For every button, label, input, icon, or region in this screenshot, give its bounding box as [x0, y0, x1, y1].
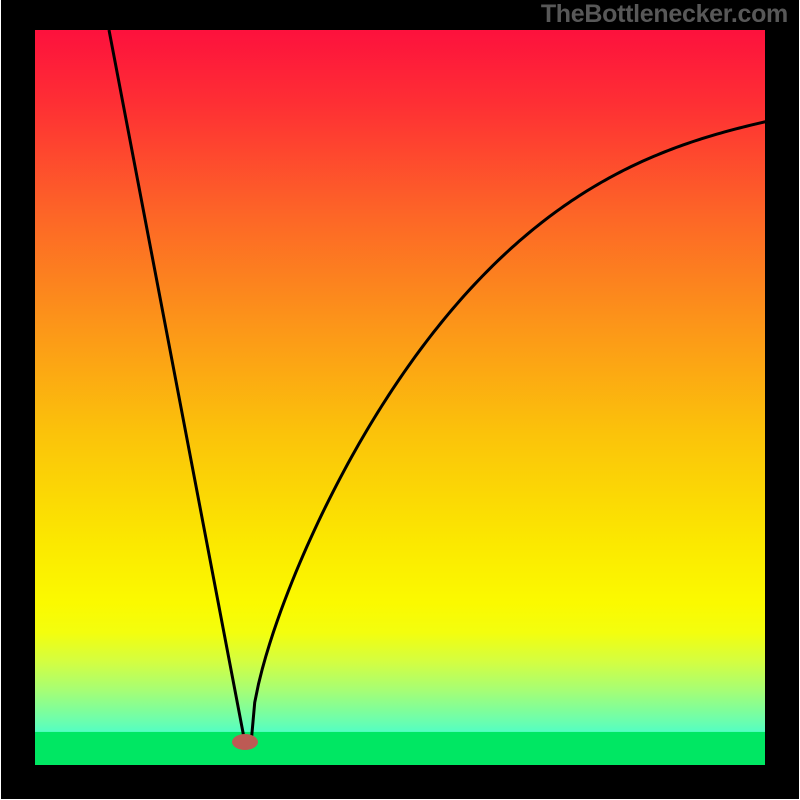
- chart-svg: [0, 0, 800, 800]
- attribution-text: TheBottlenecker.com: [541, 0, 788, 29]
- gradient-background: [35, 30, 765, 765]
- green-band: [35, 732, 765, 765]
- chart-canvas: TheBottlenecker.com: [0, 0, 800, 800]
- valley-marker: [232, 734, 258, 750]
